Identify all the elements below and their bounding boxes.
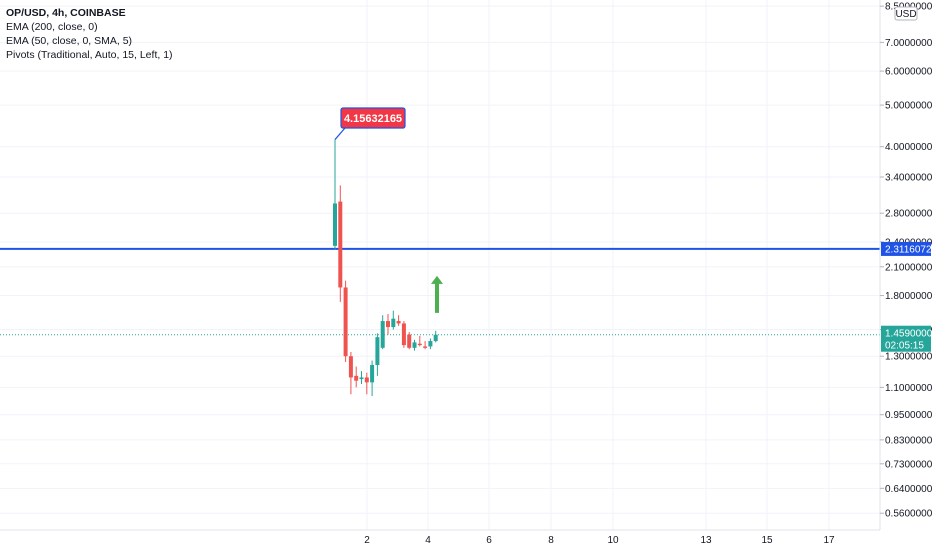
- candle-body: [407, 334, 412, 348]
- candle: [375, 333, 380, 376]
- candle-body: [343, 287, 348, 357]
- ema-50-label[interactable]: EMA (50, close, 0, SMA, 5): [6, 35, 133, 47]
- candle: [423, 341, 428, 350]
- candle: [333, 139, 337, 250]
- currency-badge-label: USD: [895, 9, 916, 20]
- x-tick-label: 4: [425, 535, 431, 546]
- ema-200-label[interactable]: EMA (200, close, 0): [6, 21, 98, 33]
- y-tick-label: 3.40000000: [885, 172, 932, 183]
- candle-body: [401, 323, 406, 346]
- level-price-label-bg: [881, 241, 931, 256]
- candle: [401, 321, 406, 348]
- candle-body: [423, 346, 428, 348]
- x-tick-label: 10: [607, 535, 619, 546]
- candle-body: [380, 321, 385, 348]
- countdown-label: 02:05:15: [885, 341, 924, 352]
- candle-body: [386, 321, 390, 328]
- last-price-label-bg: [881, 325, 931, 352]
- pivots-label[interactable]: Pivots (Traditional, Auto, 15, Left, 1): [6, 49, 173, 61]
- price-axis[interactable]: 8.500000007.000000006.000000005.00000000…: [880, 2, 932, 520]
- candle: [380, 315, 385, 350]
- candles: [333, 139, 438, 397]
- grid: [0, 0, 880, 530]
- candle-body: [354, 375, 359, 381]
- x-tick-label: 15: [761, 535, 773, 546]
- high-marker-label: 4.15632165: [344, 113, 402, 125]
- candle: [412, 339, 417, 351]
- price-axis-labels: 2.31160729 1.4590000002:05:15: [881, 241, 932, 352]
- candle: [407, 332, 412, 350]
- candle: [433, 330, 438, 343]
- annotations[interactable]: 4.15632165: [334, 107, 443, 313]
- x-tick-label: 8: [548, 535, 554, 546]
- candle: [348, 351, 353, 395]
- candle-body: [412, 342, 417, 348]
- candle-body: [338, 201, 343, 288]
- y-tick-label: 6.00000000: [885, 67, 932, 78]
- high-marker-leader: [334, 127, 346, 140]
- y-tick-label: 5.00000000: [885, 101, 932, 112]
- x-tick-label: 2: [364, 535, 370, 546]
- y-tick-label: 0.56000000: [885, 509, 932, 520]
- candle: [396, 315, 401, 326]
- x-tick-label: 6: [486, 535, 492, 546]
- candle-body: [359, 377, 364, 380]
- x-tick-label: 17: [823, 535, 835, 546]
- candle: [391, 310, 396, 330]
- candle: [386, 314, 390, 335]
- candle: [428, 338, 433, 350]
- level-price-label: 2.31160729: [885, 244, 932, 255]
- high-marker-box[interactable]: [340, 107, 406, 129]
- candle: [354, 366, 359, 388]
- y-tick-label: 1.30000000: [885, 352, 932, 363]
- candle-body: [364, 377, 369, 383]
- x-tick-label: 13: [700, 535, 712, 546]
- candle-body: [433, 334, 438, 342]
- y-tick-label: 4.00000000: [885, 142, 932, 153]
- candle-body: [370, 365, 375, 383]
- candle: [343, 280, 348, 363]
- candle-body: [396, 321, 401, 324]
- candle: [359, 371, 364, 385]
- y-tick-label: 2.80000000: [885, 209, 932, 220]
- candle: [338, 185, 343, 302]
- symbol-title[interactable]: OP/USD, 4h, COINBASE: [6, 7, 126, 19]
- candle-body: [428, 341, 433, 347]
- candle-body: [333, 203, 337, 246]
- indicator-legend: OP/USD, 4h, COINBASE EMA (200, close, 0)…: [6, 6, 173, 62]
- y-tick-label: 7.00000000: [885, 38, 932, 49]
- candle: [370, 360, 375, 397]
- currency-badge[interactable]: USD: [894, 6, 918, 21]
- time-axis[interactable]: 2 4 6 8 10 13 15 17: [364, 535, 835, 546]
- candle-body: [417, 343, 422, 346]
- candle-body: [375, 337, 380, 366]
- candle-body: [348, 356, 353, 378]
- candle: [364, 372, 369, 395]
- candle: [417, 335, 422, 347]
- y-tick-label: 1.80000000: [885, 291, 932, 302]
- up-arrow-icon[interactable]: [431, 275, 443, 313]
- candle-body: [391, 318, 396, 328]
